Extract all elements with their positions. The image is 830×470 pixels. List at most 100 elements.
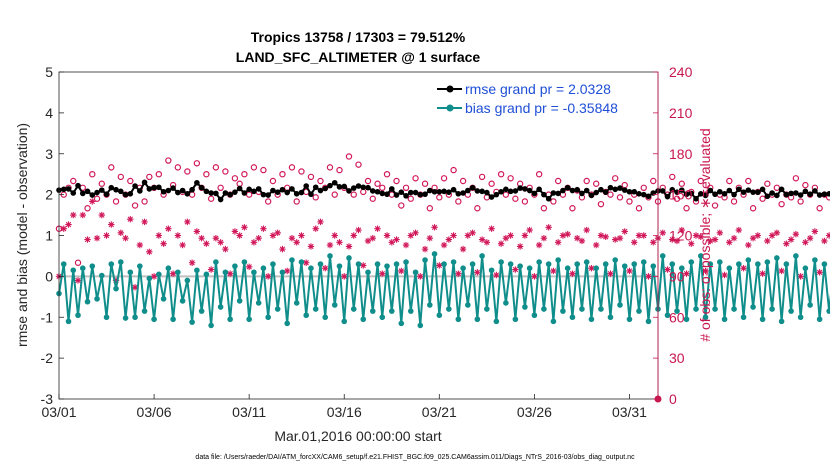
rmse-point: [137, 188, 143, 194]
y-tick-label: -2: [41, 350, 54, 366]
bias-point: [298, 259, 305, 265]
rmse-point: [236, 185, 243, 192]
bias-point: [683, 316, 690, 323]
evaluated-point: [578, 237, 586, 245]
rmse-point: [203, 188, 210, 195]
evaluated-point: [103, 232, 110, 239]
bias-point: [303, 312, 310, 319]
bias-point: [327, 253, 333, 259]
rmse-point: [469, 184, 476, 191]
bias-point: [759, 316, 766, 323]
bias-point: [778, 318, 785, 325]
rmse-point: [274, 189, 281, 195]
evaluated-point: [326, 241, 334, 249]
rmse-point: [674, 189, 680, 195]
bias-point: [488, 267, 495, 274]
rmse-point: [355, 183, 362, 189]
evaluated-point: [749, 235, 757, 242]
rmse-point: [788, 190, 794, 197]
rmse-point: [98, 187, 105, 193]
bias-point: [593, 265, 599, 272]
evaluated-point: [493, 271, 500, 279]
bias-point: [369, 308, 376, 314]
possible-point: [730, 198, 738, 205]
bias-point: [517, 263, 523, 269]
evaluated-point: [165, 225, 172, 232]
rmse-point: [555, 190, 561, 197]
possible-point: [93, 195, 101, 202]
bias-point: [503, 300, 509, 306]
rmse-point: [645, 193, 652, 200]
possible-point: [89, 170, 96, 178]
evaluated-point: [74, 277, 82, 284]
y-right-tick-label: 150: [669, 187, 693, 203]
rmse-point: [821, 191, 828, 198]
bias-point: [783, 261, 790, 267]
possible-point: [264, 198, 272, 205]
possible-point: [455, 198, 462, 205]
evaluated-point: [597, 232, 605, 239]
possible-point: [778, 200, 785, 208]
rmse-point: [350, 185, 357, 191]
bias-point: [664, 312, 671, 319]
bias-point: [479, 253, 485, 259]
bias-point: [579, 306, 585, 312]
evaluated-point: [564, 230, 571, 238]
bias-point: [341, 318, 348, 325]
rmse-point: [574, 186, 580, 193]
rmse-point: [232, 189, 238, 195]
bias-point: [816, 316, 823, 323]
x-tick-label: 03/16: [327, 404, 362, 420]
evaluated-point: [374, 225, 381, 232]
legend: rmse grand pr = 2.0328 bias grand pr = -…: [432, 76, 650, 118]
bias-point: [659, 253, 666, 259]
rmse-point: [797, 192, 804, 198]
evaluated-point: [526, 226, 533, 234]
bias-point: [812, 257, 818, 263]
bias-point: [60, 261, 67, 267]
rmse-point: [379, 190, 386, 197]
rmse-point: [731, 191, 737, 198]
bias-point: [631, 261, 638, 267]
possible-point: [474, 205, 481, 212]
rmse-point: [636, 191, 642, 197]
rmse-point: [664, 193, 671, 200]
evaluated-point: [184, 218, 191, 226]
bias-point: [498, 259, 504, 265]
rmse-point: [450, 186, 457, 193]
rmse-point: [170, 185, 176, 191]
y-tick-label: 4: [45, 105, 53, 121]
rmse-point: [750, 189, 756, 195]
evaluated-point: [507, 232, 514, 239]
x-tick-label: 03/01: [41, 404, 76, 420]
evaluated-point: [84, 236, 91, 243]
evaluated-point: [512, 266, 519, 273]
bias-point: [441, 261, 447, 267]
possible-point: [612, 175, 619, 182]
bias-point: [170, 316, 176, 323]
bias-point: [469, 261, 476, 267]
rmse-point: [702, 192, 709, 199]
bias-point: [265, 314, 271, 321]
evaluated-point: [650, 239, 657, 246]
rmse-point: [227, 191, 233, 198]
bias-point: [379, 314, 386, 321]
evaluated-point: [469, 229, 476, 236]
possible-point: [764, 180, 771, 187]
bias-point: [189, 319, 195, 325]
bias-point: [678, 265, 685, 272]
bias-point: [645, 318, 652, 325]
evaluated-point: [331, 232, 338, 239]
rmse-point: [593, 189, 599, 196]
rmse-point: [284, 189, 290, 196]
rmse-point: [241, 190, 248, 196]
bias-point: [598, 306, 604, 312]
evaluated-point: [678, 226, 685, 234]
rmse-point: [251, 188, 257, 195]
possible-point: [70, 177, 77, 185]
evaluated-point: [383, 232, 391, 239]
bias-line: [58, 252, 830, 327]
bias-point: [141, 308, 148, 314]
bias-point: [583, 259, 590, 265]
rmse-point: [712, 191, 718, 198]
